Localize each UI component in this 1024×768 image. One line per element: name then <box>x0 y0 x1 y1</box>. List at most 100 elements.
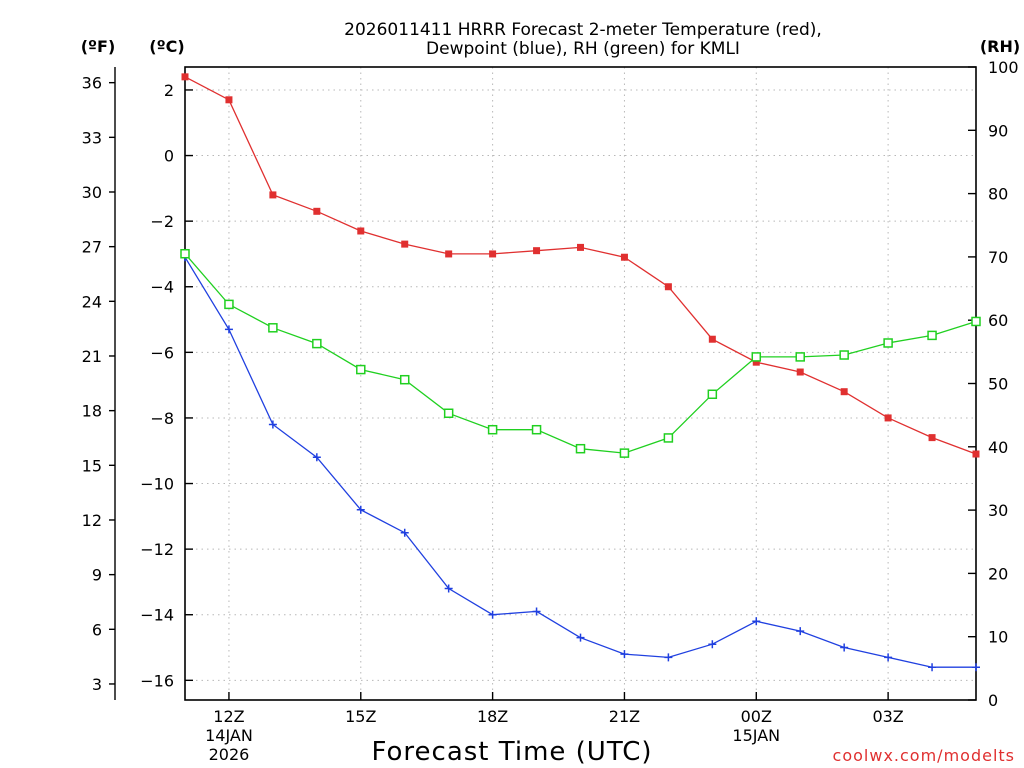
temperature-point <box>489 250 497 258</box>
time-tick-label: 18Z <box>477 707 508 726</box>
temperature-point <box>752 358 760 366</box>
celsius-tick-label: −6 <box>150 343 174 362</box>
rh-point <box>575 443 586 454</box>
dewpoint-point <box>928 663 937 672</box>
dewpoint-line <box>184 256 976 668</box>
chart-title-line-2: Dewpoint (blue), RH (green) for KMLI <box>426 39 740 59</box>
source-credit: coolwx.com/modelts <box>833 746 1015 765</box>
fahrenheit-unit-label: (ºF) <box>81 37 116 56</box>
dewpoint-point <box>356 505 365 514</box>
time-tick-label: 12Z <box>213 707 244 726</box>
time-tick-label: 03Z <box>872 707 903 726</box>
celsius-tick-label: −16 <box>140 671 174 690</box>
dewpoint-point <box>884 653 893 662</box>
temperature-point <box>533 247 541 255</box>
fahrenheit-tick-label: 12 <box>82 511 102 530</box>
fahrenheit-tick-label: 33 <box>82 128 102 147</box>
rh-point <box>356 364 366 375</box>
temperature-point <box>445 250 453 258</box>
temperature-point <box>577 243 584 251</box>
x-axis-title: Forecast Time (UTC) <box>371 737 652 767</box>
celsius-tick-label: 0 <box>164 147 174 166</box>
temperature-point <box>972 450 980 458</box>
time-tick-label: 15Z <box>345 707 376 726</box>
fahrenheit-tick-label: 15 <box>82 456 102 475</box>
rh-point <box>224 299 234 310</box>
temperature-point <box>313 207 321 215</box>
temperature-point <box>269 191 277 199</box>
temperature-point <box>840 388 848 396</box>
celsius-unit-label: (ºC) <box>149 37 184 56</box>
chart-title-line-1: 2026011411 HRRR Forecast 2-meter Tempera… <box>344 20 822 40</box>
time-tick-label: 00Z <box>741 707 772 726</box>
rh-point <box>663 433 674 443</box>
rh-unit-label: (RH) <box>980 37 1020 56</box>
temperature-point <box>708 335 716 343</box>
fahrenheit-tick-label: 27 <box>82 238 102 257</box>
rh-tick-label: 70 <box>988 248 1008 267</box>
rh-tick-label: 90 <box>988 121 1008 140</box>
rh-point <box>971 316 981 327</box>
dewpoint-point <box>576 633 585 642</box>
rh-point <box>883 338 893 348</box>
fahrenheit-tick-label: 6 <box>92 620 102 639</box>
fahrenheit-tick-label: 9 <box>92 566 102 585</box>
rh-tick-label: 100 <box>988 58 1019 77</box>
data-series <box>180 73 981 672</box>
temperature-line <box>184 76 977 455</box>
temperature-point <box>181 73 189 81</box>
dewpoint-point <box>444 584 453 593</box>
plot-frame <box>184 66 977 701</box>
rh-point <box>707 389 718 400</box>
dewpoint-point <box>532 607 541 616</box>
dewpoint-point <box>620 650 629 659</box>
dewpoint-point <box>752 617 761 626</box>
rh-tick-label: 20 <box>988 564 1008 583</box>
rh-tick-label: 50 <box>988 375 1008 394</box>
rh-point <box>531 424 542 435</box>
celsius-tick-label: −14 <box>140 606 174 625</box>
fahrenheit-tick-label: 21 <box>82 347 102 366</box>
time-tick-date-label: 15JAN <box>732 726 780 745</box>
temperature-point <box>357 227 365 235</box>
rh-line <box>184 253 977 454</box>
fahrenheit-tick-label: 30 <box>82 183 102 202</box>
fahrenheit-tick-label: 18 <box>82 402 102 421</box>
grid-lines <box>185 67 976 700</box>
fahrenheit-tick-label: 3 <box>92 675 102 694</box>
temperature-point <box>664 283 672 291</box>
temperature-point <box>928 434 936 442</box>
celsius-tick-label: −12 <box>140 540 174 559</box>
celsius-tick-label: −2 <box>150 212 174 231</box>
fahrenheit-tick-label: 36 <box>82 74 102 93</box>
rh-tick-label: 80 <box>988 185 1008 204</box>
rh-point <box>487 424 498 435</box>
dewpoint-point <box>268 420 277 429</box>
rh-point <box>751 352 762 362</box>
axis-ticks: 36333027242118151296320−2−4−6−8−10−12−14… <box>82 58 1019 764</box>
rh-point <box>399 374 410 385</box>
dewpoint-point <box>400 528 409 537</box>
dewpoint-point <box>708 640 717 649</box>
dewpoint-point <box>224 325 233 334</box>
temperature-point <box>225 96 233 104</box>
dewpoint-point <box>664 653 673 662</box>
rh-tick-label: 10 <box>988 628 1008 647</box>
dewpoint-point <box>488 610 497 619</box>
rh-point <box>839 350 849 360</box>
rh-point <box>268 323 278 333</box>
rh-point <box>443 408 454 419</box>
rh-tick-label: 40 <box>988 438 1008 457</box>
rh-point <box>312 338 322 349</box>
temperature-point <box>884 414 892 422</box>
fahrenheit-tick-label: 24 <box>82 292 102 311</box>
time-tick-label: 21Z <box>609 707 640 726</box>
temperature-point <box>401 240 409 248</box>
rh-tick-label: 60 <box>988 311 1008 330</box>
celsius-tick-label: 2 <box>164 81 174 100</box>
rh-tick-label: 0 <box>988 691 998 710</box>
temperature-point <box>620 253 628 261</box>
rh-point <box>180 248 190 259</box>
dewpoint-point <box>840 643 849 652</box>
